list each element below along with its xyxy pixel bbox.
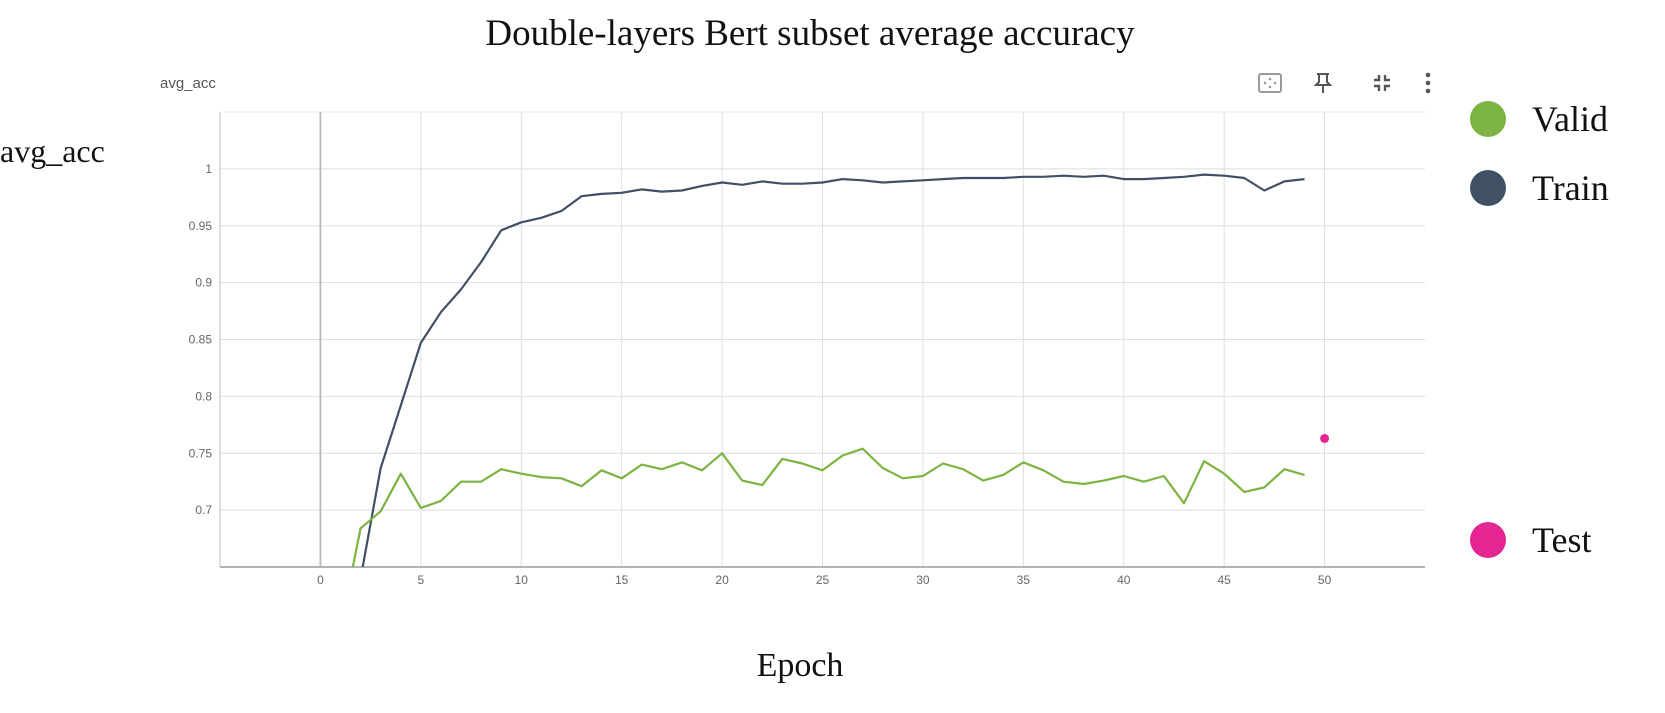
series-line-valid <box>351 447 1305 567</box>
pin-icon[interactable] <box>1308 68 1338 98</box>
x-tick-label: 0 <box>317 573 324 587</box>
y-tick-label: 0.7 <box>195 503 212 517</box>
x-tick-label: 45 <box>1217 573 1231 587</box>
legend-swatch-train <box>1470 170 1506 206</box>
chart-toolbar <box>1255 68 1440 98</box>
more-vert-icon[interactable] <box>1413 68 1443 98</box>
legend-label-train: Train <box>1532 168 1609 208</box>
fit-domain-icon[interactable] <box>1255 68 1285 98</box>
y-tick-label: 1 <box>205 162 212 176</box>
series-point-test <box>1320 433 1330 443</box>
y-tick-label: 0.85 <box>189 333 213 347</box>
x-tick-label: 5 <box>417 573 424 587</box>
x-tick-label: 35 <box>1017 573 1031 587</box>
collapse-icon[interactable] <box>1367 68 1397 98</box>
x-tick-label: 50 <box>1318 573 1332 587</box>
legend-label-valid: Valid <box>1532 99 1608 139</box>
x-tick-label: 10 <box>515 573 529 587</box>
y-tick-label: 0.95 <box>189 219 213 233</box>
x-tick-label: 40 <box>1117 573 1131 587</box>
y-tick-label: 0.8 <box>195 389 212 403</box>
x-tick-label: 25 <box>816 573 830 587</box>
legend-swatch-test <box>1470 522 1506 558</box>
series-line-train <box>361 173 1305 567</box>
y-tick-label: 0.9 <box>195 276 212 290</box>
chart-title: Double-layers Bert subset average accura… <box>485 13 1135 54</box>
legend-item-valid: Valid <box>1470 99 1608 139</box>
legend-item-train: Train <box>1470 168 1609 208</box>
x-tick-label: 15 <box>615 573 629 587</box>
legend-label-test: Test <box>1532 520 1592 560</box>
x-tick-label: 20 <box>715 573 729 587</box>
panel-name: avg_acc <box>160 75 216 92</box>
legend-swatch-valid <box>1470 101 1506 137</box>
x-axis-label: Epoch <box>756 647 844 684</box>
y-axis-label: avg_acc <box>0 133 105 169</box>
x-tick-label: 30 <box>916 573 930 587</box>
legend-item-test: Test <box>1470 520 1591 560</box>
y-tick-label: 0.75 <box>189 446 213 460</box>
legend: Valid Train Test <box>1470 0 1660 713</box>
